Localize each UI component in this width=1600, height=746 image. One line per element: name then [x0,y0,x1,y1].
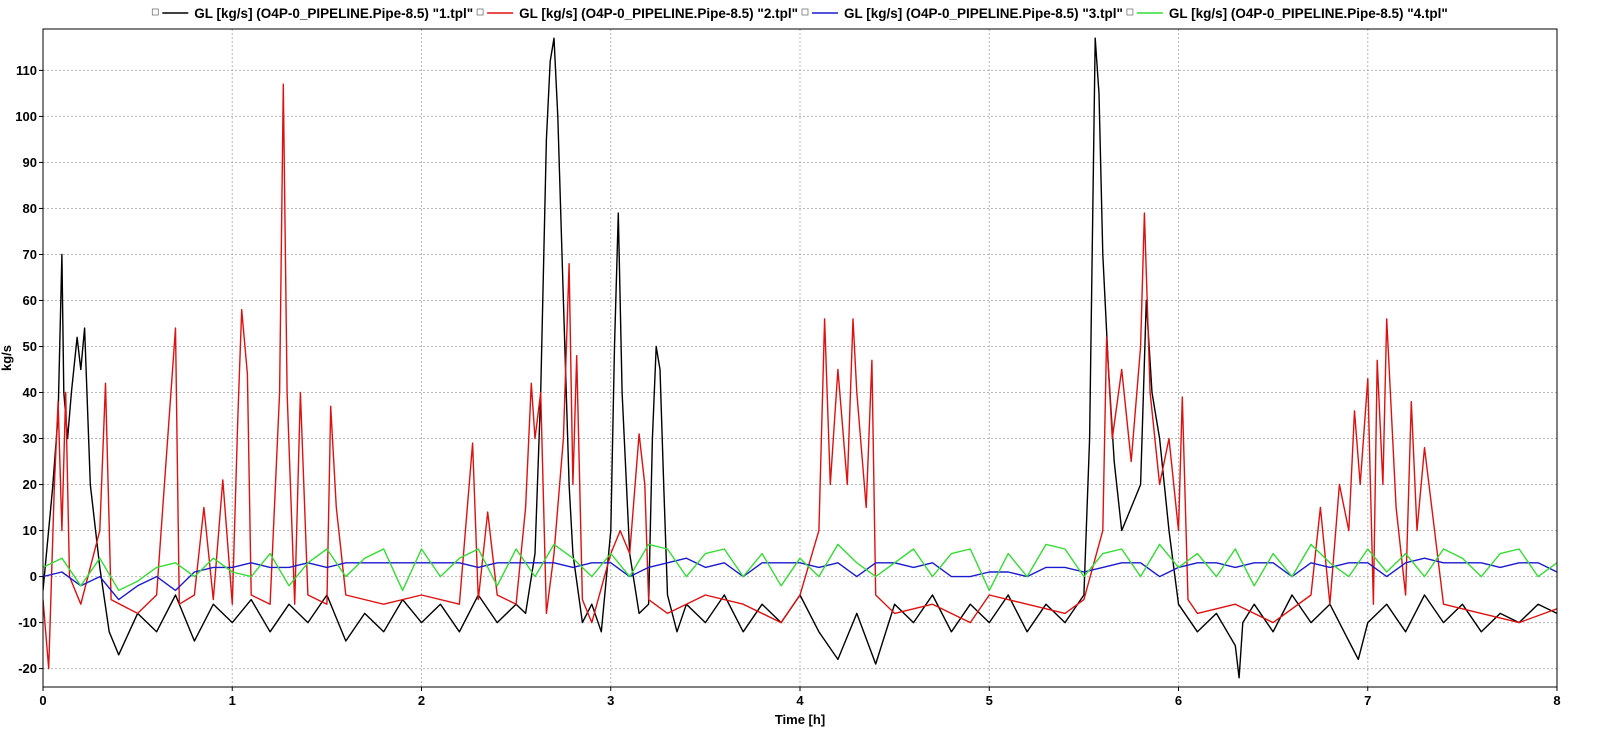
y-tick-label: -20 [18,661,37,676]
legend-checkbox[interactable] [476,8,484,16]
legend: GL [kg/s] (O4P-0_PIPELINE.Pipe-8.5) "1.t… [151,6,1448,21]
x-tick-label: 2 [418,693,425,708]
legend-label: GL [kg/s] (O4P-0_PIPELINE.Pipe-8.5) "4.t… [1169,6,1448,21]
y-tick-label: 80 [23,201,37,216]
x-tick-label: 7 [1364,693,1371,708]
legend-label: GL [kg/s] (O4P-0_PIPELINE.Pipe-8.5) "3.t… [844,6,1123,21]
y-tick-label: 10 [23,523,37,538]
series-line-3 [43,557,1557,601]
y-tick-label: 70 [23,247,37,262]
x-tick-label: 6 [1175,693,1182,708]
y-tick-label: 40 [23,385,37,400]
legend-checkbox[interactable] [801,8,809,16]
legend-checkbox[interactable] [151,8,159,16]
legend-label: GL [kg/s] (O4P-0_PIPELINE.Pipe-8.5) "1.t… [194,6,473,21]
y-tick-label: 60 [23,293,37,308]
y-tick-label: 50 [23,339,37,354]
y-tick-label: 90 [23,155,37,170]
y-tick-label: -10 [18,615,37,630]
y-tick-label: 20 [23,477,37,492]
y-tick-label: 0 [30,569,37,584]
legend-entry-4[interactable]: GL [kg/s] (O4P-0_PIPELINE.Pipe-8.5) "4.t… [1126,6,1448,21]
legend-entry-3[interactable]: GL [kg/s] (O4P-0_PIPELINE.Pipe-8.5) "3.t… [801,6,1123,21]
grid-layer [43,29,1557,687]
x-tick-label: 4 [796,693,804,708]
legend-label: GL [kg/s] (O4P-0_PIPELINE.Pipe-8.5) "2.t… [519,6,798,21]
legend-entry-2[interactable]: GL [kg/s] (O4P-0_PIPELINE.Pipe-8.5) "2.t… [476,6,798,21]
series-line-2 [43,83,1557,670]
x-tick-label: 8 [1553,693,1560,708]
y-axis-title: kg/s [0,345,14,371]
series-layer [43,37,1557,679]
series-line-1 [43,37,1557,679]
legend-checkbox[interactable] [1126,8,1134,16]
legend-entry-1[interactable]: GL [kg/s] (O4P-0_PIPELINE.Pipe-8.5) "1.t… [151,6,473,21]
x-tick-label: 5 [986,693,993,708]
series-line-4 [43,543,1557,592]
y-tick-label: 100 [15,109,37,124]
x-tick-label: 0 [39,693,46,708]
x-tick-label: 1 [229,693,236,708]
x-tick-label: 3 [607,693,614,708]
tick-layer: 0 1 2 3 4 5 6 7 8 -20 -10 0 10 20 30 40 50 60 70 80 90 100 110 [15,63,1560,708]
x-axis-title: Time [h] [775,712,825,727]
y-tick-label: 30 [23,431,37,446]
y-tick-label: 110 [16,63,37,78]
